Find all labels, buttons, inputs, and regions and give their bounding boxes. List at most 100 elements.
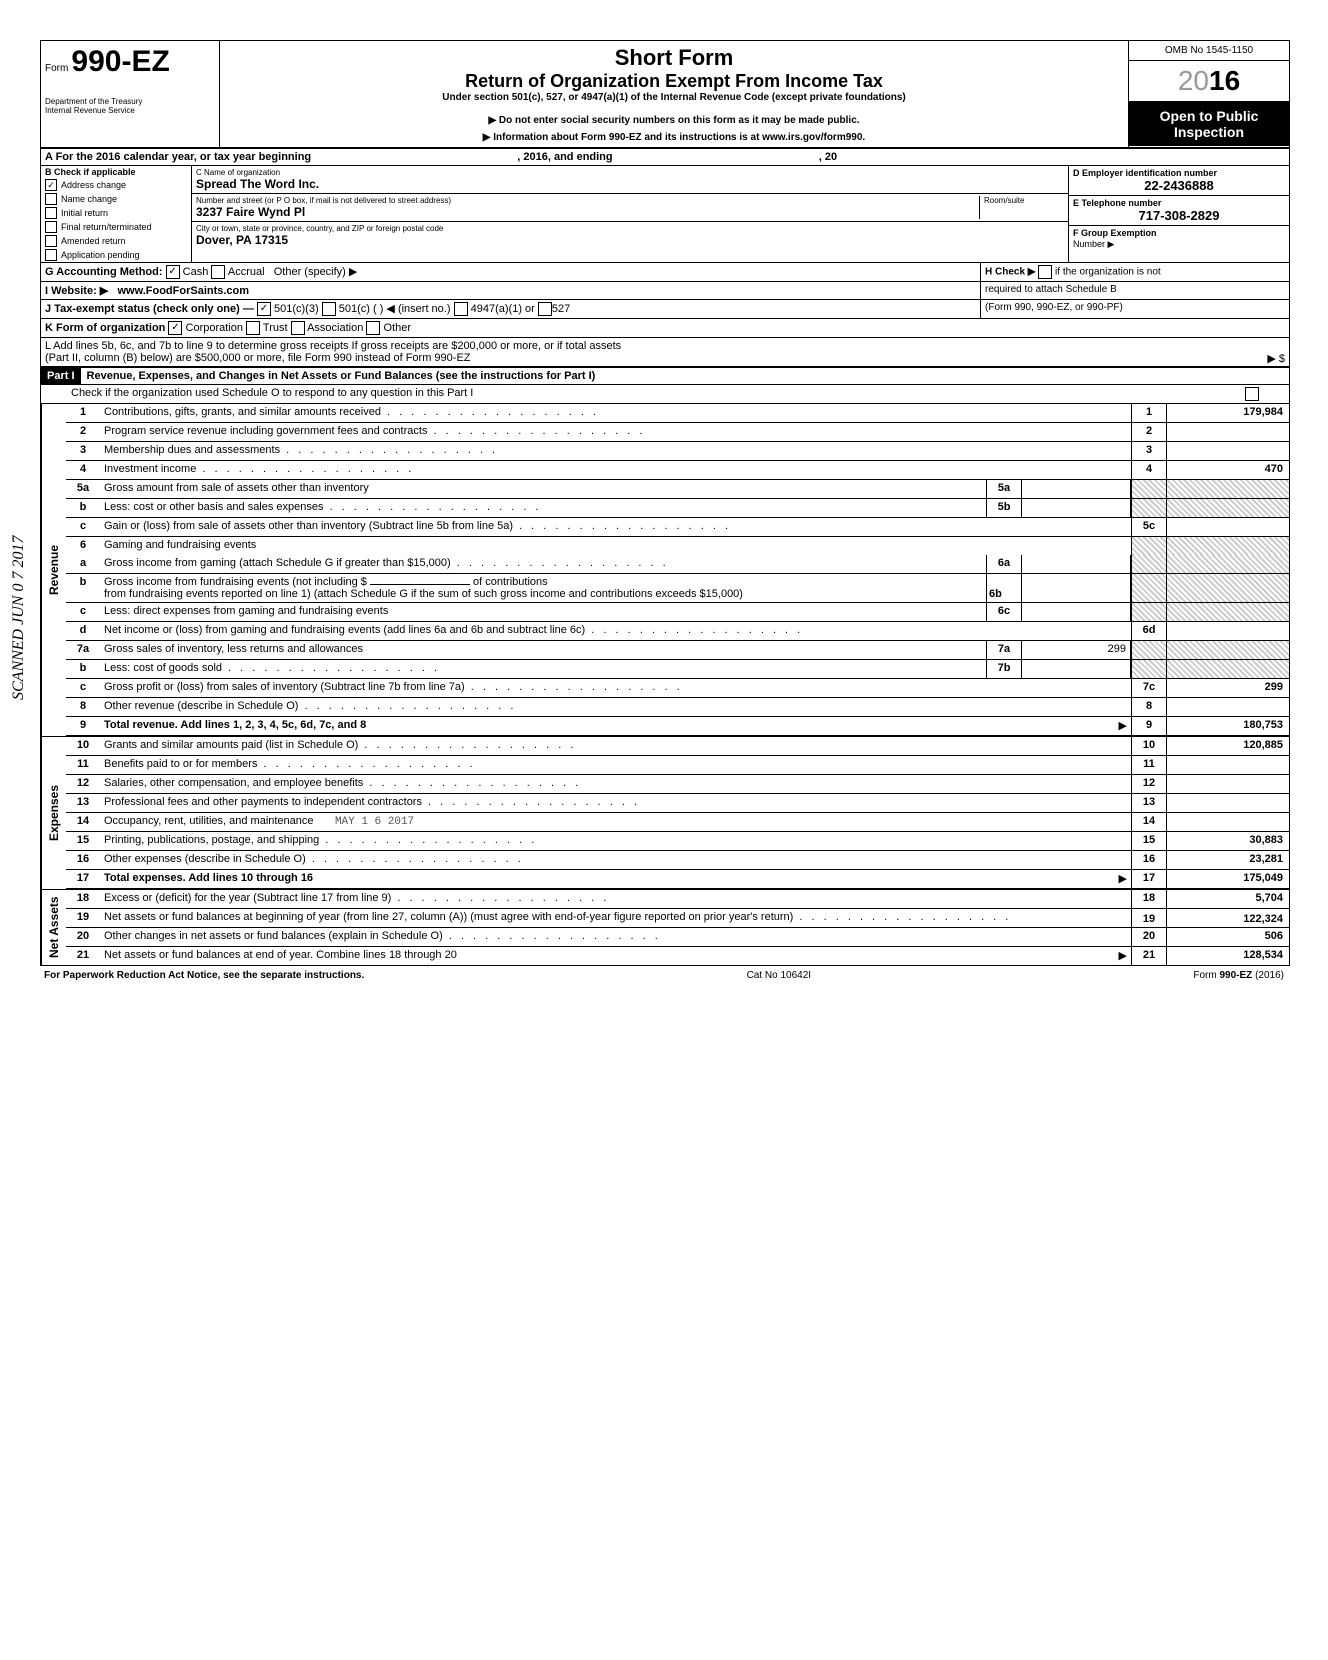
dept-treasury: Department of the Treasury [45, 97, 215, 106]
line-desc: Other revenue (describe in Schedule O) [100, 698, 1131, 716]
line-num: 18 [66, 890, 100, 908]
cb-trust[interactable] [246, 321, 260, 335]
cb-label: Final return/terminated [61, 222, 152, 232]
k-label: K Form of organization [45, 322, 165, 334]
k-trust: Trust [263, 322, 288, 334]
h-block3: (Form 990, 990-EZ, or 990-PF) [980, 300, 1289, 318]
line-subval [1022, 480, 1131, 498]
line-box: 12 [1131, 775, 1167, 793]
cb-501c3[interactable]: ✓ [257, 302, 271, 316]
line-desc: Investment income [100, 461, 1131, 479]
line-desc: Net income or (loss) from gaming and fun… [100, 622, 1131, 640]
cb-schedule-o[interactable] [1245, 387, 1259, 401]
line-desc: Less: cost or other basis and sales expe… [100, 499, 986, 517]
badge-line1: Open to Public [1135, 108, 1283, 124]
cb-label: Initial return [61, 208, 108, 218]
line-val: 179,984 [1167, 404, 1289, 422]
line-box: 9 [1131, 717, 1167, 735]
line-num: a [66, 555, 100, 573]
cb-address-change[interactable]: ✓Address change [41, 178, 191, 192]
line-box: 11 [1131, 756, 1167, 774]
line-val: 175,049 [1167, 870, 1289, 888]
line-desc: Program service revenue including govern… [100, 423, 1131, 441]
line-num: 17 [66, 870, 100, 888]
line-val [1167, 756, 1289, 774]
shaded-cell [1167, 641, 1289, 659]
cb-assoc[interactable] [291, 321, 305, 335]
cb-4947[interactable] [454, 302, 468, 316]
shaded-cell [1167, 499, 1289, 517]
cb-name-change[interactable]: Name change [41, 192, 191, 206]
street-label: Number and street (or P O box, if mail i… [196, 196, 979, 205]
cb-cash[interactable]: ✓ [166, 265, 180, 279]
netassets-section: Net Assets 18Excess or (deficit) for the… [41, 889, 1289, 965]
line-desc: Printing, publications, postage, and shi… [100, 832, 1131, 850]
line-subbox: 5b [986, 499, 1022, 517]
form-label: Form [45, 63, 68, 74]
line-num: c [66, 518, 100, 536]
cb-501c[interactable] [322, 302, 336, 316]
line-val: 128,534 [1167, 947, 1289, 965]
line-num: c [66, 679, 100, 697]
j-527: 527 [552, 303, 570, 315]
cb-accrual[interactable] [211, 265, 225, 279]
line-val: 180,753 [1167, 717, 1289, 735]
line-desc: Gaming and fundraising events [100, 537, 1131, 555]
public-inspection-badge: Open to Public Inspection [1129, 102, 1289, 146]
short-form-title: Short Form [230, 45, 1118, 71]
cb-h[interactable] [1038, 265, 1052, 279]
line-val [1167, 775, 1289, 793]
line-val [1167, 794, 1289, 812]
cb-corp[interactable]: ✓ [168, 321, 182, 335]
shaded-cell [1167, 574, 1289, 602]
cb-label: Name change [61, 194, 117, 204]
d-row: D Employer identification number 22-2436… [1069, 166, 1289, 196]
part1-header-row: Part I Revenue, Expenses, and Changes in… [41, 366, 1289, 385]
line-desc: Occupancy, rent, utilities, and maintena… [100, 813, 1131, 831]
part1-badge: Part I [41, 368, 81, 384]
omb-number: OMB No 1545-1150 [1129, 41, 1289, 61]
part1-title: Revenue, Expenses, and Changes in Net As… [81, 368, 602, 384]
line-num: b [66, 660, 100, 678]
j-501c: 501(c) ( [339, 303, 377, 315]
cb-other[interactable] [366, 321, 380, 335]
line-desc: Benefits paid to or for members [100, 756, 1131, 774]
cb-amended-return[interactable]: Amended return [41, 234, 191, 248]
i-label: I Website: ▶ [45, 285, 108, 297]
section-b-checkboxes: B Check if applicable ✓Address change Na… [41, 166, 191, 262]
line-desc: Contributions, gifts, grants, and simila… [100, 404, 1131, 422]
line-subval [1022, 499, 1131, 517]
line-box: 21 [1131, 947, 1167, 965]
line-box: 17 [1131, 870, 1167, 888]
k-other: Other [383, 322, 411, 334]
cb-initial-return[interactable]: Initial return [41, 206, 191, 220]
e-label: E Telephone number [1073, 198, 1285, 208]
b-label: B Check if applicable [41, 166, 191, 178]
checkbox-icon [45, 249, 57, 261]
line-desc: Less: direct expenses from gaming and fu… [100, 603, 986, 621]
section-b-to-f: B Check if applicable ✓Address change Na… [41, 166, 1289, 263]
g-row: G Accounting Method: ✓ Cash Accrual Othe… [41, 263, 1289, 282]
line-val: 23,281 [1167, 851, 1289, 869]
schedule-o-text: Check if the organization used Schedule … [71, 387, 473, 399]
badge-line2: Inspection [1135, 124, 1283, 140]
checkbox-icon [45, 235, 57, 247]
h-label: H Check ▶ [985, 267, 1035, 278]
j-4947: 4947(a)(1) or [471, 303, 535, 315]
received-stamp: MAY 1 6 2017 [335, 816, 414, 828]
k-assoc: Association [307, 322, 363, 334]
line-num: b [66, 499, 100, 517]
cb-final-return[interactable]: Final return/terminated [41, 220, 191, 234]
line-subbox: 6c [986, 603, 1022, 621]
tax-year: 2016 [1129, 61, 1289, 102]
line-desc: Gross sales of inventory, less returns a… [100, 641, 986, 659]
cb-application-pending[interactable]: Application pending [41, 248, 191, 262]
line-a-mid: , 2016, and ending [517, 151, 612, 163]
line-num: 2 [66, 423, 100, 441]
line-box: 19 [1131, 909, 1167, 927]
line-box: 8 [1131, 698, 1167, 716]
shaded-cell [1131, 660, 1167, 678]
line-desc: Professional fees and other payments to … [100, 794, 1131, 812]
line-val [1167, 423, 1289, 441]
cb-527[interactable] [538, 302, 552, 316]
